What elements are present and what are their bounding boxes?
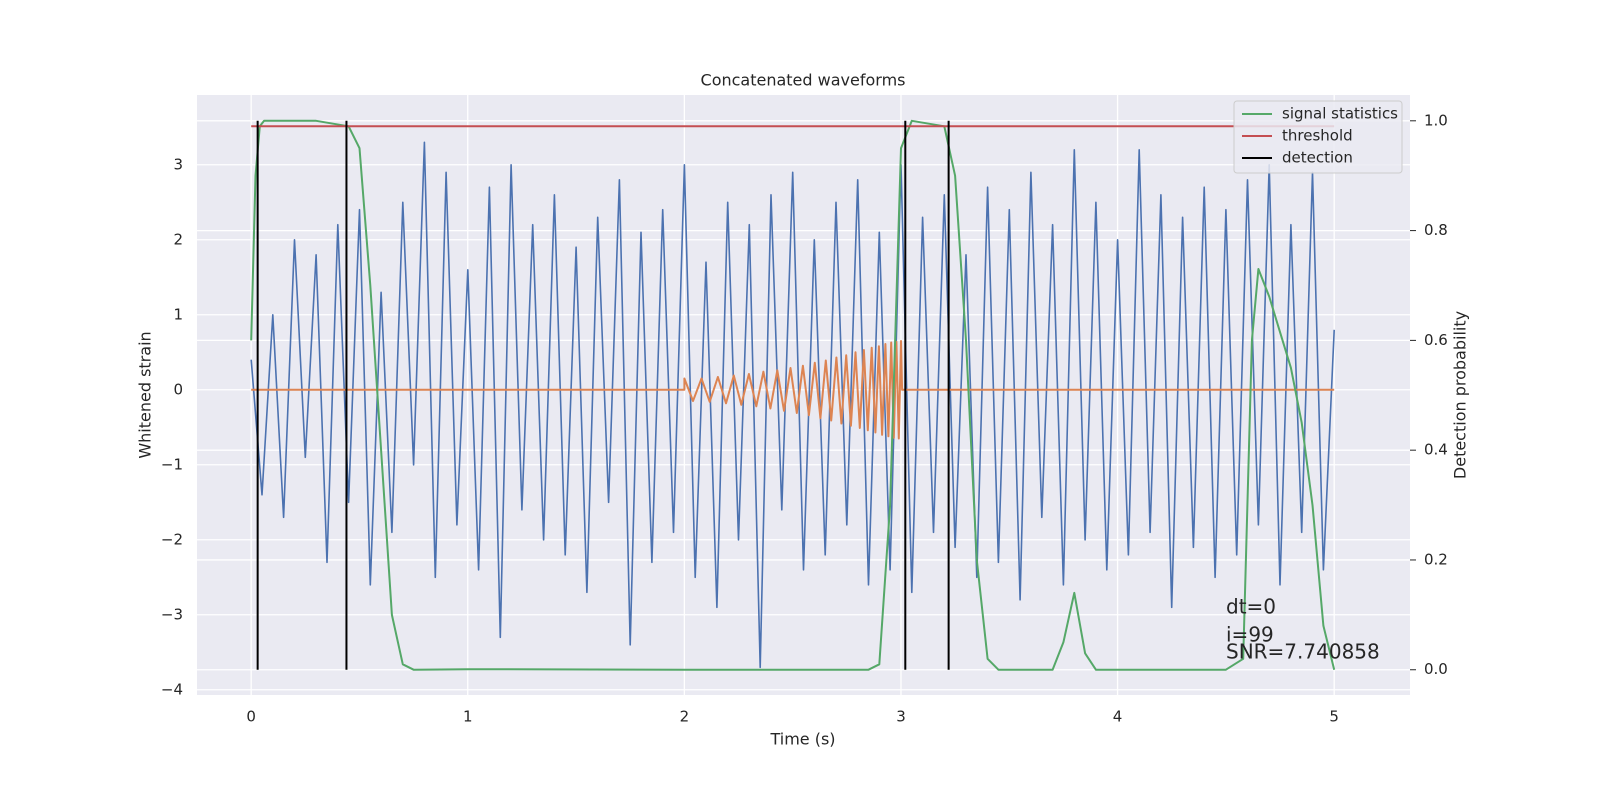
y2-tick-label: 0.8 xyxy=(1424,221,1448,239)
legend-box xyxy=(1233,100,1403,174)
x-tick-label: 0 xyxy=(246,708,256,726)
x-tick-label: 1 xyxy=(463,708,473,726)
legend-label: detection xyxy=(1282,149,1353,167)
y-tick-label: −4 xyxy=(161,680,183,698)
chart-title: Concatenated waveforms xyxy=(701,71,906,90)
y-tick-label: −2 xyxy=(161,530,183,548)
y-tick-label: 1 xyxy=(173,305,183,323)
y-tick-label: 0 xyxy=(173,380,183,398)
y-axis-label: Whitened strain xyxy=(136,331,155,458)
annotation: dt=0 xyxy=(1226,595,1276,619)
x-tick-label: 4 xyxy=(1113,708,1123,726)
y2-tick-label: 0.4 xyxy=(1424,441,1448,459)
y2-tick-label: 0.0 xyxy=(1424,660,1448,678)
annotation: i=99 xyxy=(1226,623,1274,647)
x-tick-label: 5 xyxy=(1329,708,1339,726)
y-tick-label: 3 xyxy=(173,155,183,173)
legend-label: signal statistics xyxy=(1282,105,1398,123)
legend: signal statistics threshold detection xyxy=(1233,100,1403,174)
plot-area xyxy=(197,95,1410,695)
x-tick-label: 3 xyxy=(896,708,906,726)
y2-tick-label: 0.6 xyxy=(1424,331,1448,349)
y-tick-label: −3 xyxy=(161,605,183,623)
annotation: SNR=7.740858 xyxy=(1226,640,1380,664)
y2-tick-label: 0.2 xyxy=(1424,550,1448,568)
series-line xyxy=(250,141,1335,669)
y-tick-label: 2 xyxy=(173,230,183,248)
x-axis-label: Time (s) xyxy=(769,730,835,749)
series-line xyxy=(251,340,1335,440)
marks xyxy=(250,119,1336,671)
y2-tick-label: 1.0 xyxy=(1424,111,1448,129)
x-tick-label: 2 xyxy=(680,708,690,726)
y-tick-label: −1 xyxy=(161,455,183,473)
legend-label: threshold xyxy=(1282,127,1353,145)
y2-axis-label: Detection probability xyxy=(1451,311,1470,479)
